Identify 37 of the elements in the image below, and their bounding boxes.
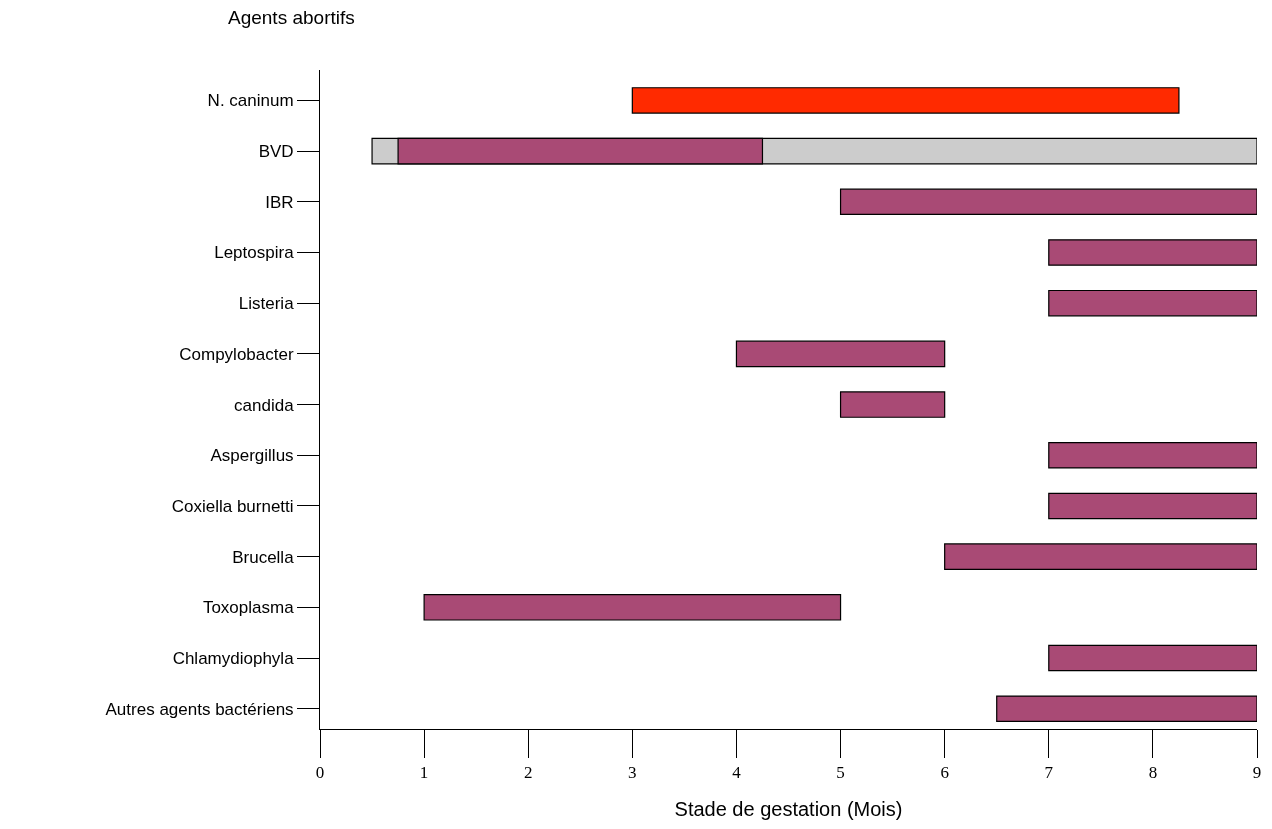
x-tick-label: 1 [419, 763, 429, 783]
x-tick-label: 7 [1044, 763, 1054, 783]
y-tick-label: candida [234, 395, 295, 415]
y-tick-label: Coxiella burnetti [171, 496, 294, 516]
x-tick-label: 8 [1148, 763, 1158, 783]
bar [839, 188, 1257, 216]
bar [1048, 644, 1257, 672]
x-tick-label: 2 [523, 763, 533, 783]
y-tick-label: Listeria [238, 294, 295, 314]
x-tick-label: 4 [732, 763, 742, 783]
bar [944, 543, 1257, 570]
x-axis-title: Stade de gestation (Mois) [674, 797, 903, 820]
bar [1048, 441, 1257, 469]
bar [735, 340, 946, 368]
bar [423, 594, 842, 621]
y-tick-label: BVD [258, 142, 294, 162]
bar [1048, 289, 1257, 317]
x-tick-label: 5 [836, 763, 845, 783]
bar [631, 87, 1180, 114]
y-axis-title: Agents abortifs [228, 7, 355, 28]
y-tick-label: Autres agents bactériens [105, 699, 294, 719]
y-tick-label: Aspergillus [210, 446, 294, 466]
y-tick-label: Leptospira [214, 243, 295, 263]
y-tick-label: N. caninum [207, 91, 294, 111]
y-tick-label: Chlamydiophyla [172, 648, 295, 668]
y-tick-label: Compylobacter [179, 344, 294, 364]
bar [996, 695, 1257, 722]
x-tick-label: 6 [940, 763, 949, 783]
x-tick-label: 3 [628, 763, 637, 783]
bar [839, 391, 946, 418]
x-tick-label: 0 [315, 763, 325, 783]
x-tick-label: 9 [1252, 763, 1262, 783]
bar [1048, 239, 1257, 266]
y-tick-label: Toxoplasma [202, 598, 295, 618]
y-tick-label: Brucella [232, 547, 295, 567]
bar [1048, 492, 1257, 520]
y-tick-label: IBR [265, 192, 294, 212]
